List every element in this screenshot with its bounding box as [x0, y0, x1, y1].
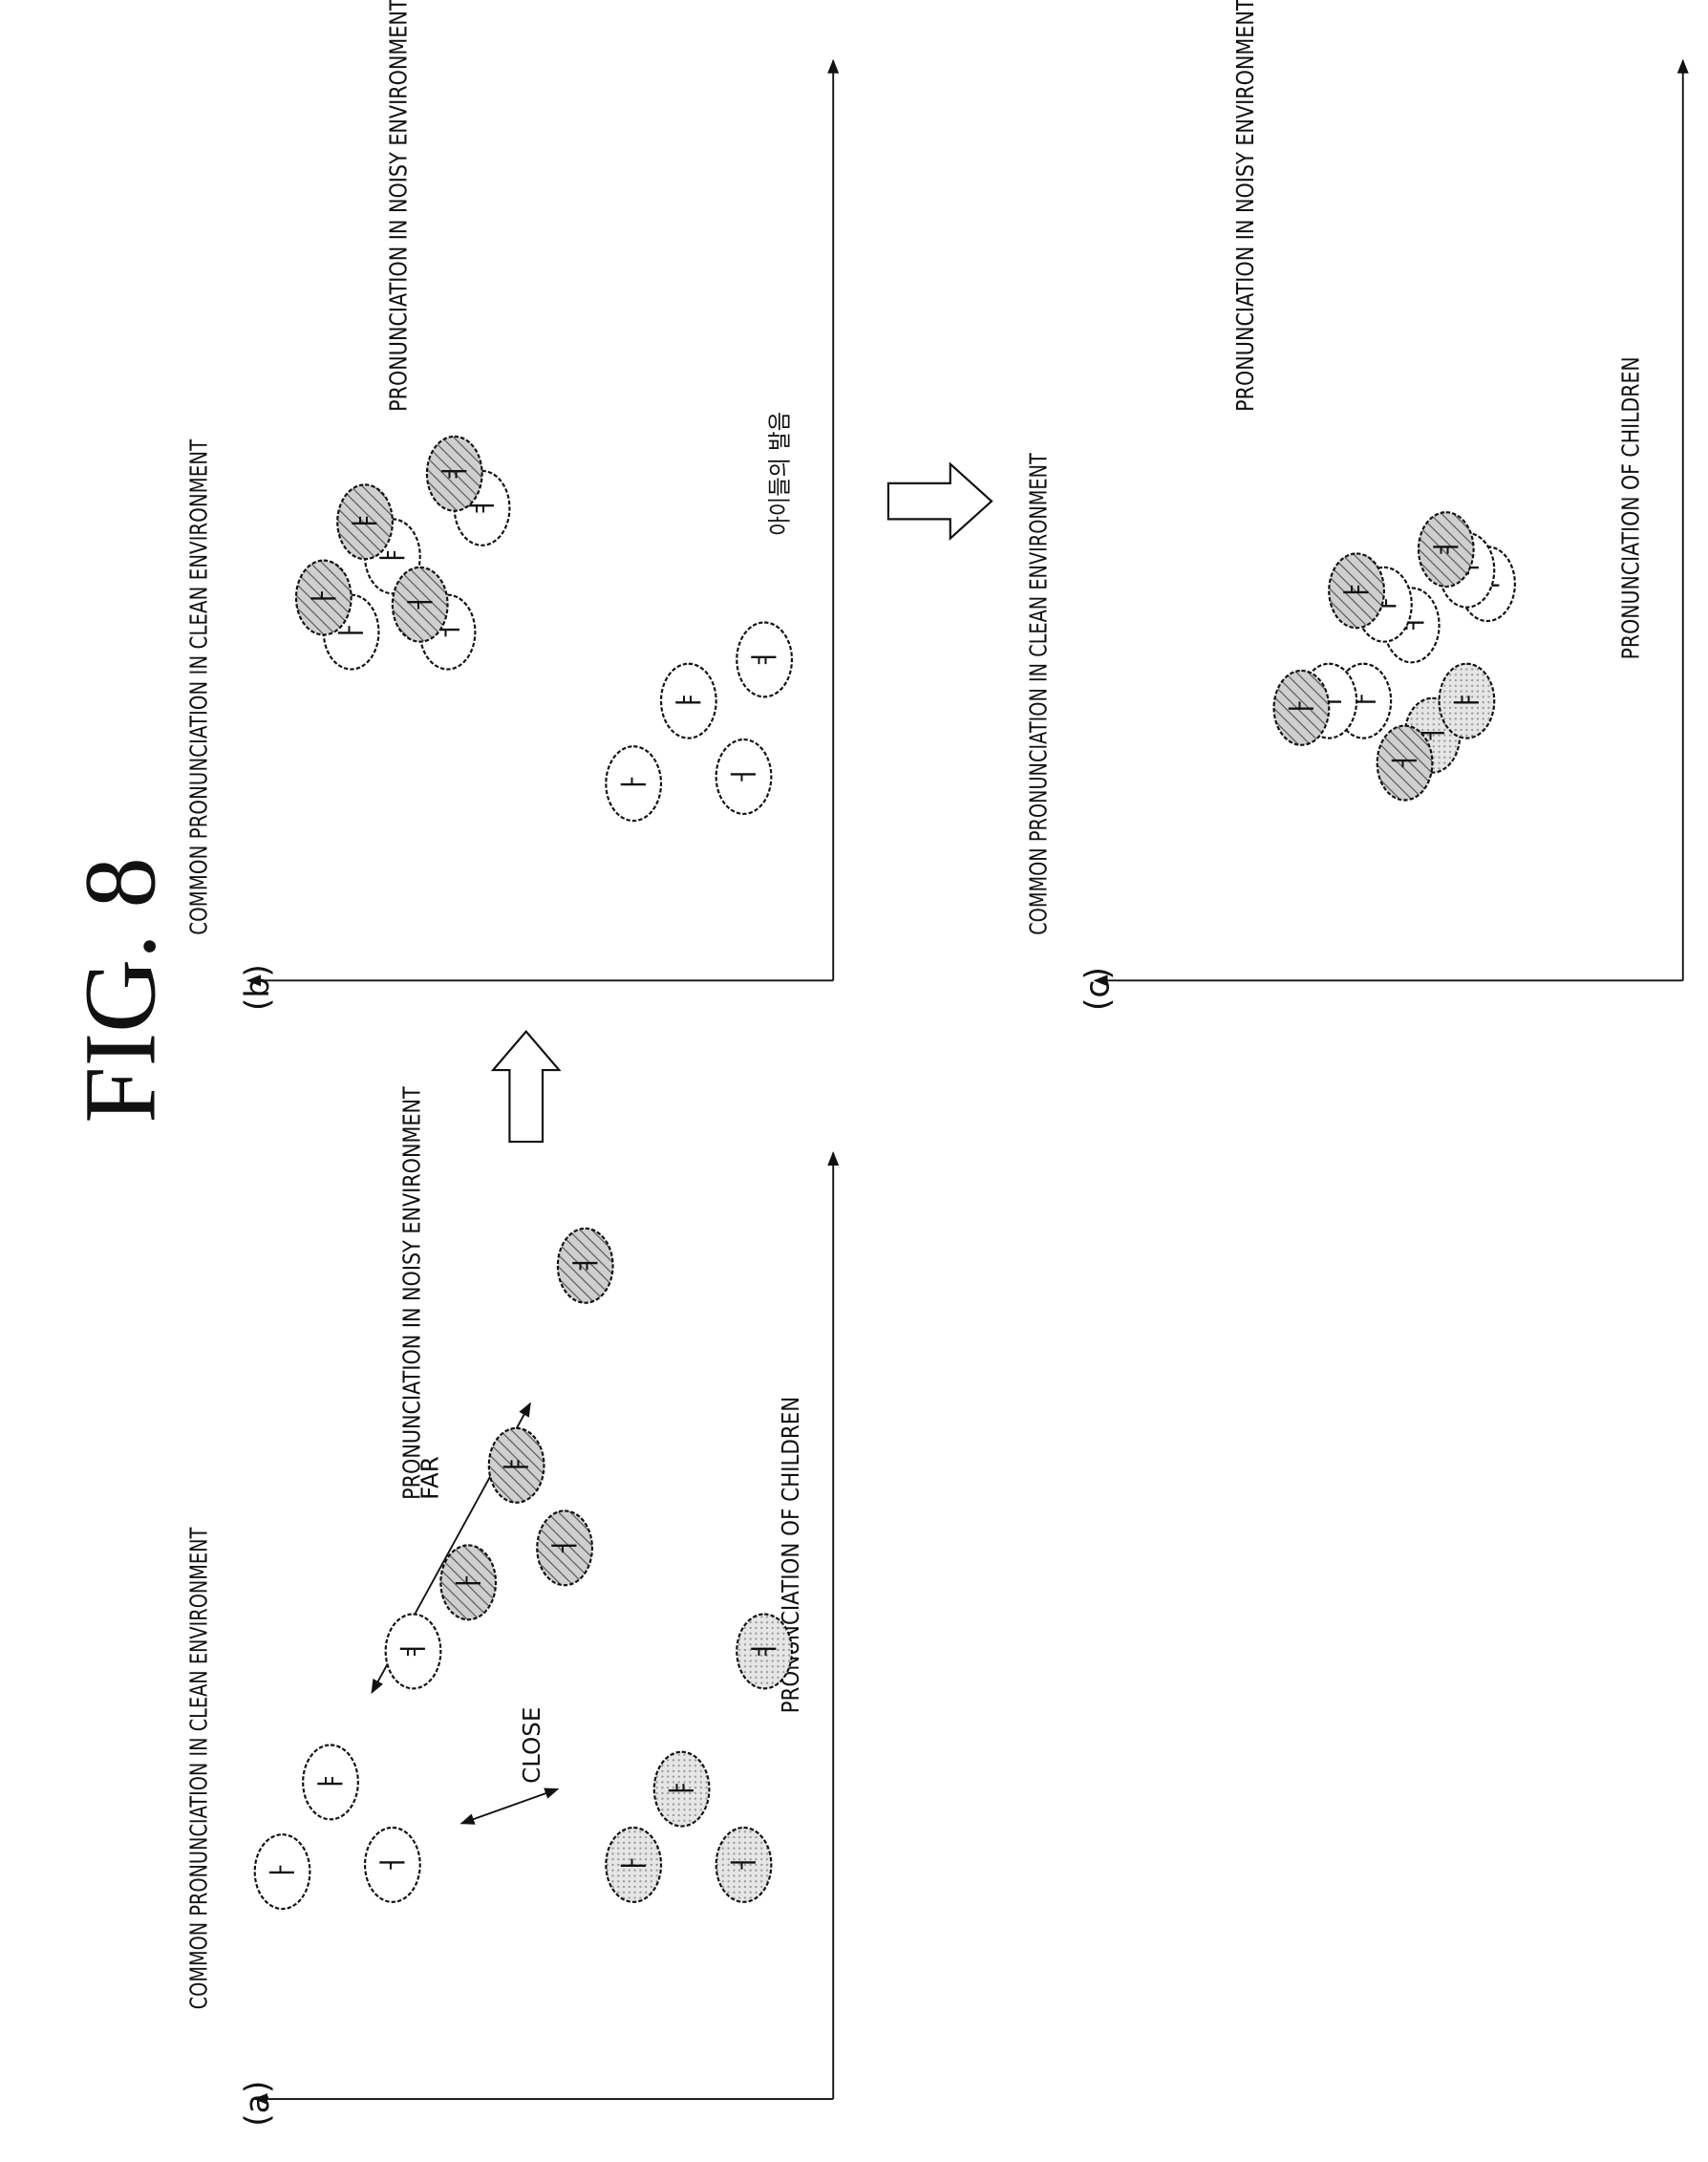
phoneme-label: ㅕ [569, 1253, 602, 1279]
figure: FIG. 8 (a) COMMON PRONUNCIATION IN CLEAN … [0, 0, 1708, 2158]
phoneme-label: ㅏ [452, 1570, 484, 1595]
annotation: PRONUNCIATION IN NOISY ENVIRONMENT [398, 1085, 426, 1499]
block-arrow [493, 1032, 559, 1142]
annotation: 아이들의 발음 [766, 412, 794, 536]
annotation: COMMON PRONUNCIATION IN CLEAN ENVIRONMEN… [1025, 452, 1053, 934]
phoneme-label: ㅏ [617, 1852, 650, 1878]
close-arrow [461, 1789, 558, 1824]
panel-label: (b) [239, 964, 277, 1011]
phoneme-label: ㅓ [376, 1852, 409, 1878]
phoneme-label: ㅓ [404, 591, 437, 617]
phoneme-label: ㅑ [673, 688, 705, 714]
phoneme-label: ㅓ [548, 1535, 581, 1561]
annotation: PRONUNCIATION IN NOISY ENVIRONMENT [384, 0, 412, 412]
phoneme-label: ㅏ [617, 771, 650, 797]
block-arrow [888, 464, 992, 539]
annotation: PRONUNCIATION IN NOISY ENVIRONMENT [1231, 0, 1259, 412]
phoneme-label: ㅕ [748, 1638, 780, 1664]
landscape-figure: FIG. 8 (a) COMMON PRONUNCIATION IN CLEAN … [64, 0, 1682, 2127]
panel-label: (c) [1079, 967, 1118, 1011]
figure-title: FIG. 8 [64, 857, 177, 1124]
phoneme-label: ㅏ [267, 1859, 299, 1885]
annotation: PRONUNCIATION OF CHILDREN [1617, 356, 1645, 659]
phoneme-label: ㅏ [308, 585, 340, 610]
phoneme-label: ㅑ [666, 1776, 698, 1802]
phoneme-label: ㅕ [748, 647, 780, 673]
panel-label: (a) [239, 2081, 277, 2127]
annotation: CLOSE [518, 1707, 545, 1784]
phoneme-label: ㅕ [1430, 537, 1462, 563]
phoneme-label: ㅓ [728, 764, 760, 790]
phoneme-label: ㅑ [501, 1453, 533, 1479]
phoneme-label: ㅑ [314, 1769, 347, 1795]
annotation: COMMON PRONUNCIATION IN CLEAN ENVIRONMEN… [184, 439, 212, 935]
phoneme-label: ㅑ [349, 509, 381, 535]
phoneme-label: ㅏ [1285, 696, 1317, 721]
phoneme-label: ㅕ [438, 461, 471, 487]
annotation: FAR [416, 1456, 443, 1500]
phoneme-label: ㅑ [1340, 578, 1373, 604]
annotation: COMMON PRONUNCIATION IN CLEAN ENVIRONMEN… [184, 1527, 212, 2009]
phoneme-label: ㅓ [1389, 750, 1421, 776]
phoneme-label: ㅑ [1451, 688, 1484, 714]
phoneme-label: ㅓ [728, 1852, 760, 1878]
phoneme-label: ㅕ [397, 1638, 430, 1664]
